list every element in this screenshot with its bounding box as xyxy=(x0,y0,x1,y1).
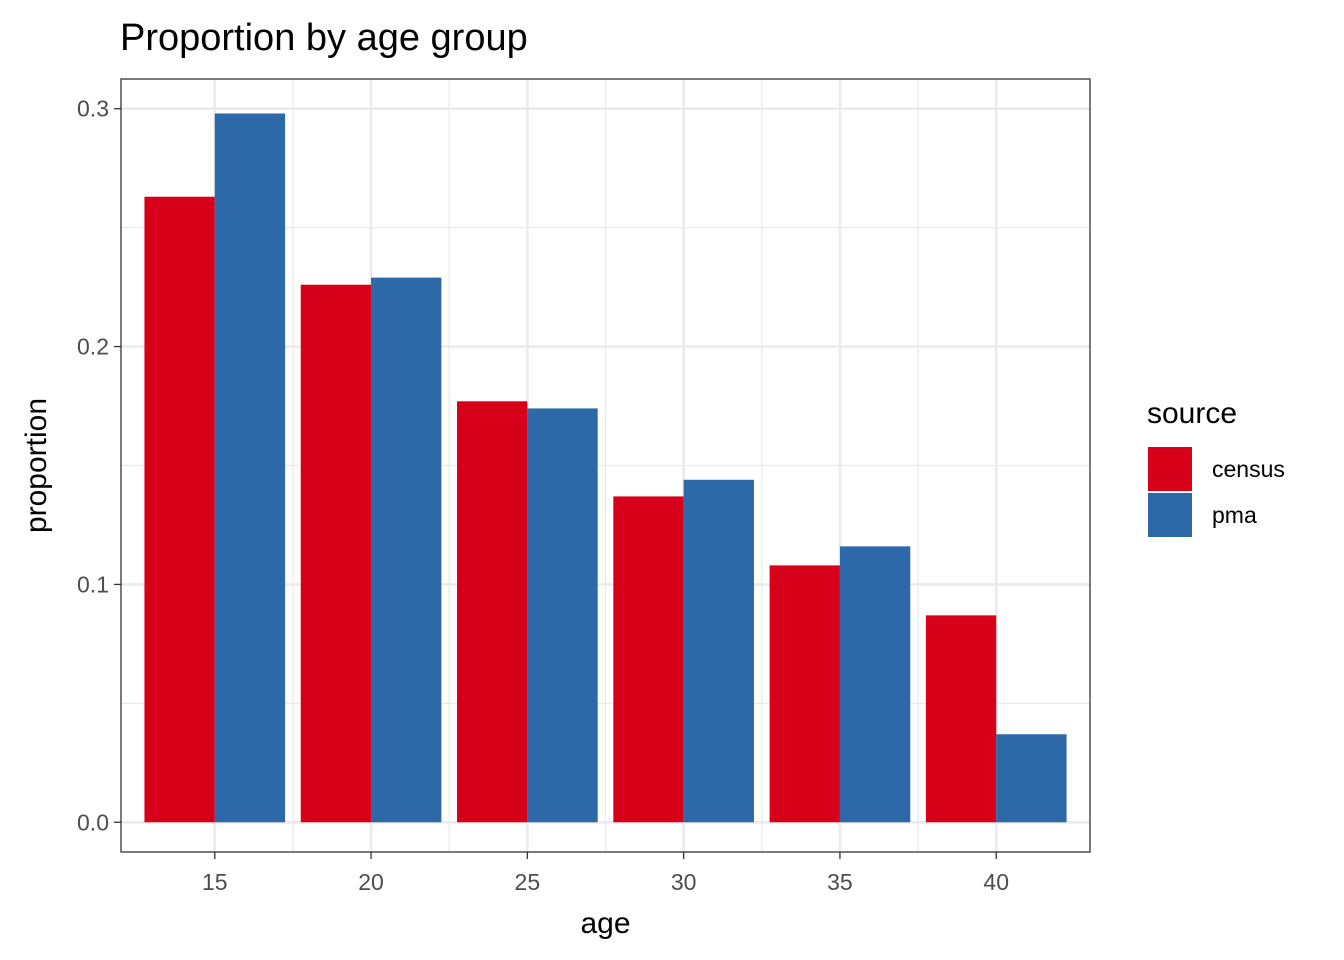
legend-items: census pma xyxy=(1148,447,1285,537)
bars xyxy=(144,113,1067,823)
x-tick-label: 40 xyxy=(983,869,1009,895)
bar-pma-40 xyxy=(996,734,1067,823)
bar-census-40 xyxy=(925,615,997,823)
x-tick-label: 30 xyxy=(671,869,697,895)
y-tick-label: 0.2 xyxy=(77,334,109,360)
bar-census-30 xyxy=(613,496,684,823)
x-tick-label: 25 xyxy=(515,869,541,895)
y-axis: 0.0 0.1 0.2 0.3 xyxy=(77,96,121,835)
y-tick-label: 0.3 xyxy=(77,96,109,122)
bar-census-15 xyxy=(144,196,215,823)
bar-census-35 xyxy=(769,565,840,823)
chart-title: Proportion by age group xyxy=(120,17,528,59)
bar-pma-25 xyxy=(527,408,598,823)
x-axis: 15 20 25 30 35 40 xyxy=(202,852,1009,895)
y-tick-label: 0.0 xyxy=(77,809,109,835)
bar-census-25 xyxy=(457,401,528,823)
bar-pma-20 xyxy=(371,277,442,823)
legend-label-pma: pma xyxy=(1212,502,1257,528)
x-tick-label: 15 xyxy=(202,869,228,895)
legend-key-census xyxy=(1148,447,1192,491)
legend-label-census: census xyxy=(1212,456,1285,482)
legend-title: source xyxy=(1147,397,1237,430)
x-tick-label: 20 xyxy=(358,869,384,895)
y-tick-label: 0.1 xyxy=(77,571,109,597)
bar-pma-15 xyxy=(214,113,286,823)
bar-census-20 xyxy=(300,284,372,823)
legend-key-pma xyxy=(1148,493,1192,537)
x-tick-label: 35 xyxy=(827,869,853,895)
legend: source census pma xyxy=(1147,397,1285,537)
bar-pma-30 xyxy=(683,479,754,823)
panel-border xyxy=(120,78,1091,853)
x-axis-title: age xyxy=(580,907,630,940)
plot-panel xyxy=(120,78,1091,853)
y-axis-title: proportion xyxy=(20,398,53,533)
bar-pma-35 xyxy=(839,546,911,823)
